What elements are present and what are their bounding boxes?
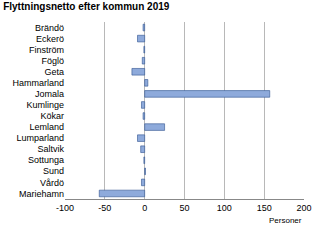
svg-text:Eckerö: Eckerö	[36, 34, 64, 44]
svg-text:50: 50	[179, 203, 189, 213]
svg-text:0: 0	[142, 203, 147, 213]
svg-text:200: 200	[296, 203, 311, 213]
svg-text:Sottunga: Sottunga	[28, 155, 64, 165]
svg-text:Föglö: Föglö	[41, 56, 64, 66]
svg-text:Hammarland: Hammarland	[12, 78, 64, 88]
svg-text:Kumlinge: Kumlinge	[26, 100, 64, 110]
svg-text:Lumparland: Lumparland	[16, 133, 64, 143]
svg-text:Lemland: Lemland	[29, 122, 64, 132]
svg-text:Saltvik: Saltvik	[37, 144, 64, 154]
svg-text:Brändö: Brändö	[35, 23, 64, 33]
svg-text:Personer: Personer	[269, 216, 302, 225]
svg-text:-100: -100	[56, 203, 74, 213]
svg-text:100: 100	[217, 203, 232, 213]
svg-text:Finström: Finström	[29, 45, 64, 55]
svg-text:150: 150	[257, 203, 272, 213]
svg-text:Mariehamn: Mariehamn	[19, 189, 64, 199]
svg-text:Sund: Sund	[43, 166, 64, 176]
svg-text:Flyttningsnetto efter kommun 2: Flyttningsnetto efter kommun 2019	[3, 1, 170, 12]
svg-text:-50: -50	[98, 203, 111, 213]
svg-text:Jomala: Jomala	[35, 89, 64, 99]
svg-text:Geta: Geta	[44, 67, 64, 77]
svg-text:Vårdö: Vårdö	[40, 178, 64, 188]
svg-text:Kökar: Kökar	[40, 111, 64, 121]
